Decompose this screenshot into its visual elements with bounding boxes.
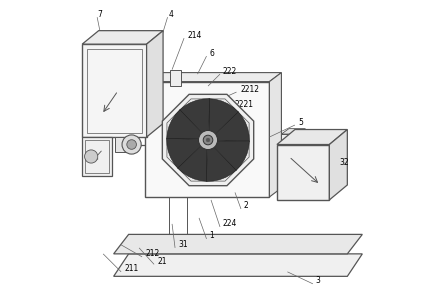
Text: 5: 5 [298,117,303,126]
Text: 1: 1 [210,231,214,240]
Text: 212: 212 [145,249,159,258]
Polygon shape [277,129,347,144]
Text: 214: 214 [187,31,202,40]
Circle shape [206,138,210,142]
Text: 31: 31 [178,240,188,249]
Circle shape [85,150,98,163]
Polygon shape [329,129,347,200]
Circle shape [122,135,141,154]
Text: 224: 224 [223,219,237,228]
Circle shape [127,140,136,149]
Circle shape [198,130,218,150]
Polygon shape [147,31,163,137]
Text: 2: 2 [244,201,249,210]
Bar [145,82,269,197]
Bar [87,49,142,132]
Polygon shape [162,94,254,186]
Polygon shape [167,99,249,181]
Polygon shape [167,110,202,139]
Text: 32: 32 [340,158,350,167]
Polygon shape [209,99,238,135]
Bar [115,137,128,152]
Text: 6: 6 [210,49,214,57]
Polygon shape [179,99,210,133]
Bar [170,70,181,86]
Polygon shape [269,73,281,197]
Polygon shape [281,129,305,134]
Polygon shape [82,31,163,44]
Polygon shape [167,138,202,169]
Polygon shape [114,254,362,276]
Polygon shape [214,141,249,170]
Text: 2212: 2212 [241,85,260,94]
Bar [85,140,109,173]
Text: 222: 222 [223,67,237,76]
Polygon shape [178,145,207,181]
Polygon shape [206,147,237,181]
Text: 3: 3 [316,276,321,285]
Bar [82,137,112,176]
Polygon shape [214,111,249,141]
Circle shape [203,135,213,145]
Text: 211: 211 [124,264,138,273]
Bar [82,44,147,137]
Text: 4: 4 [169,10,174,19]
Polygon shape [145,73,281,82]
Bar [281,134,298,150]
Text: 7: 7 [97,10,102,19]
Bar [277,144,329,200]
Text: 21: 21 [157,257,167,266]
Polygon shape [114,234,362,254]
Text: 2221: 2221 [235,100,254,109]
